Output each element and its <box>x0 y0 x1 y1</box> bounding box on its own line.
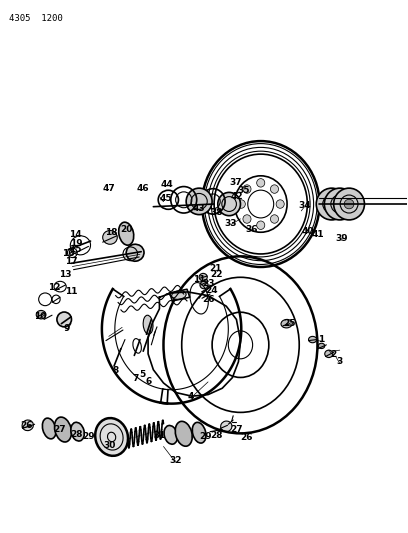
Text: 7: 7 <box>132 374 138 383</box>
Text: 6: 6 <box>145 377 152 386</box>
Ellipse shape <box>271 215 279 223</box>
Text: 28: 28 <box>210 431 222 440</box>
Text: 2: 2 <box>330 350 337 359</box>
Text: 31: 31 <box>153 431 166 440</box>
Ellipse shape <box>257 179 265 187</box>
Text: 28: 28 <box>70 430 82 439</box>
Text: 46: 46 <box>136 184 149 192</box>
Ellipse shape <box>71 422 84 441</box>
Text: 16: 16 <box>62 249 75 259</box>
Text: 27: 27 <box>230 425 243 434</box>
Text: 37: 37 <box>229 179 242 188</box>
Ellipse shape <box>175 421 192 446</box>
Text: 27: 27 <box>53 425 66 434</box>
Ellipse shape <box>22 420 33 431</box>
Text: 26: 26 <box>20 421 33 430</box>
Text: 45: 45 <box>159 194 172 203</box>
Text: 41: 41 <box>312 230 325 239</box>
Text: 4: 4 <box>188 392 194 401</box>
Text: 15: 15 <box>69 245 81 254</box>
Ellipse shape <box>164 425 177 444</box>
Text: 22: 22 <box>210 270 222 279</box>
Text: 26: 26 <box>202 295 214 304</box>
Text: 24: 24 <box>205 286 217 295</box>
Ellipse shape <box>325 350 333 358</box>
Ellipse shape <box>344 199 354 209</box>
Ellipse shape <box>271 185 279 193</box>
Ellipse shape <box>126 244 144 261</box>
Text: 10: 10 <box>34 312 46 321</box>
Text: 29: 29 <box>200 432 212 441</box>
Ellipse shape <box>42 418 56 439</box>
Text: 42: 42 <box>231 192 244 201</box>
Text: 29: 29 <box>82 432 95 441</box>
Ellipse shape <box>308 336 317 343</box>
Ellipse shape <box>103 230 117 244</box>
Text: 11: 11 <box>65 287 78 296</box>
Text: 14: 14 <box>69 230 82 239</box>
Text: 34: 34 <box>298 200 311 209</box>
Text: 20: 20 <box>120 225 132 234</box>
Ellipse shape <box>316 188 347 220</box>
Ellipse shape <box>243 185 251 193</box>
Text: 35: 35 <box>237 186 250 195</box>
Text: 33: 33 <box>224 219 237 228</box>
Text: 47: 47 <box>102 184 115 192</box>
Text: 43: 43 <box>193 204 206 213</box>
Ellipse shape <box>143 315 153 334</box>
Text: 4305  1200: 4305 1200 <box>9 14 63 23</box>
Text: 36: 36 <box>246 225 258 234</box>
Text: 5: 5 <box>139 370 146 379</box>
Text: 19: 19 <box>70 239 83 248</box>
Text: 26: 26 <box>240 433 253 442</box>
Ellipse shape <box>119 222 134 245</box>
Text: 21: 21 <box>209 264 222 273</box>
Text: 30: 30 <box>104 441 116 450</box>
Text: 17: 17 <box>65 257 78 266</box>
Text: 1: 1 <box>318 335 325 344</box>
Ellipse shape <box>334 188 364 220</box>
Ellipse shape <box>327 199 337 209</box>
Ellipse shape <box>36 310 46 319</box>
Text: 23: 23 <box>202 279 214 288</box>
Ellipse shape <box>95 418 128 456</box>
Ellipse shape <box>200 281 208 289</box>
Text: 44: 44 <box>160 181 173 189</box>
Text: 39: 39 <box>335 235 348 244</box>
Text: 8: 8 <box>113 366 119 375</box>
Ellipse shape <box>199 273 207 281</box>
Ellipse shape <box>192 422 206 443</box>
Ellipse shape <box>257 221 265 229</box>
Text: 12: 12 <box>48 283 60 292</box>
Ellipse shape <box>57 312 71 327</box>
Ellipse shape <box>55 417 71 442</box>
Ellipse shape <box>335 199 345 209</box>
Ellipse shape <box>172 291 186 300</box>
Text: 38: 38 <box>210 208 222 217</box>
Text: 40: 40 <box>301 227 314 236</box>
Ellipse shape <box>243 215 251 223</box>
Text: 32: 32 <box>169 456 182 465</box>
Ellipse shape <box>221 421 232 432</box>
Ellipse shape <box>276 200 284 208</box>
Text: 25: 25 <box>283 319 295 328</box>
Ellipse shape <box>218 192 240 216</box>
Text: 18: 18 <box>104 228 117 237</box>
Text: 9: 9 <box>64 325 70 334</box>
Text: 11: 11 <box>193 274 205 284</box>
Ellipse shape <box>281 319 292 328</box>
Ellipse shape <box>237 200 245 208</box>
Ellipse shape <box>186 188 212 215</box>
Text: 3: 3 <box>337 357 343 366</box>
Ellipse shape <box>324 188 355 220</box>
Text: 13: 13 <box>59 270 72 279</box>
Ellipse shape <box>318 343 325 349</box>
